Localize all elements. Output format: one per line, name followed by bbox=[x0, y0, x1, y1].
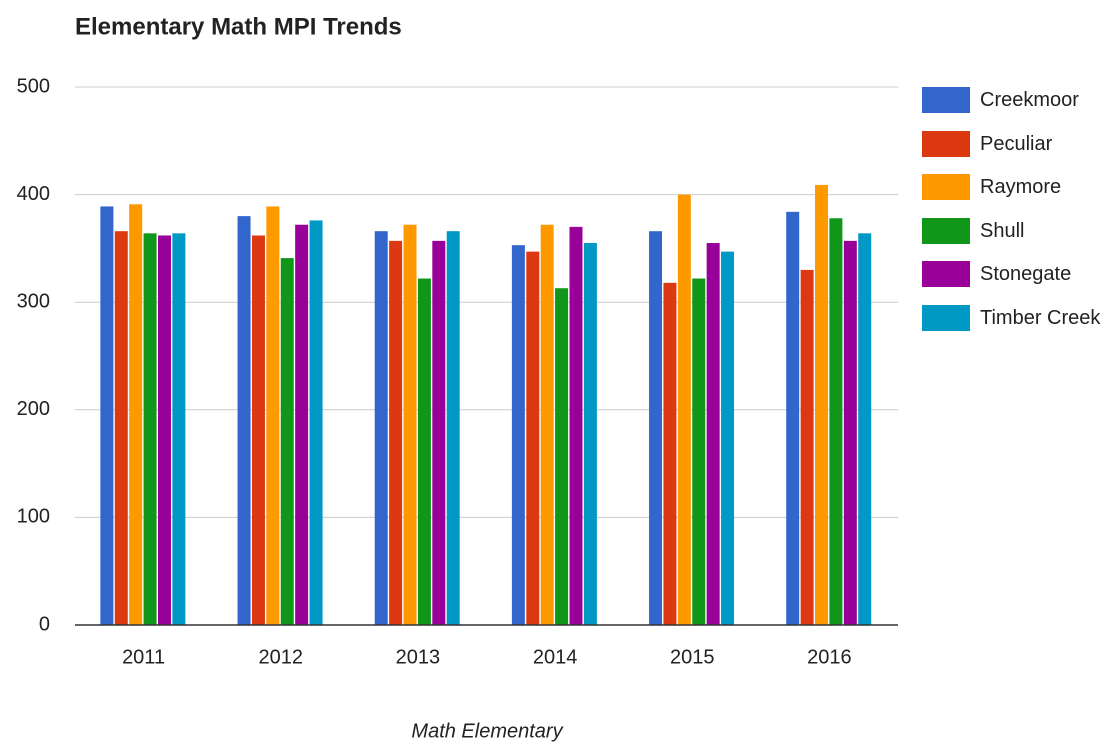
bar bbox=[692, 278, 706, 625]
x-tick-label: 2013 bbox=[396, 646, 441, 668]
legend-swatch bbox=[922, 304, 970, 331]
legend-label: Shull bbox=[980, 219, 1025, 242]
legend-label: Timber Creek bbox=[980, 306, 1101, 329]
y-tick-label: 400 bbox=[17, 183, 50, 205]
bar bbox=[100, 206, 114, 625]
chart-title: Elementary Math MPI Trends bbox=[75, 13, 402, 40]
x-tick-label: 2012 bbox=[259, 646, 304, 668]
bar bbox=[266, 206, 280, 625]
bar bbox=[403, 224, 417, 625]
legend-label: Creekmoor bbox=[980, 89, 1079, 111]
bar bbox=[280, 258, 294, 625]
legend-label: Raymore bbox=[980, 176, 1062, 198]
legend-item: Shull bbox=[922, 217, 1105, 247]
x-tick-label: 2014 bbox=[533, 646, 578, 668]
bar bbox=[114, 231, 128, 625]
legend-item: Peculiar bbox=[922, 130, 1105, 160]
legend-swatch bbox=[922, 87, 970, 113]
y-tick-label: 0 bbox=[39, 613, 50, 635]
legend-swatch bbox=[922, 130, 970, 157]
bar bbox=[677, 194, 691, 625]
bar bbox=[143, 233, 157, 625]
bar bbox=[309, 220, 323, 625]
bar bbox=[569, 226, 583, 625]
bar bbox=[389, 240, 403, 626]
legend-item: Timber Creek bbox=[922, 304, 1105, 334]
legend-label: Stonegate bbox=[980, 263, 1072, 285]
bar bbox=[540, 224, 554, 625]
legend-swatch bbox=[922, 217, 970, 244]
y-tick-label: 300 bbox=[17, 290, 50, 312]
bar bbox=[721, 251, 735, 626]
x-tick-label: 2011 bbox=[122, 646, 165, 668]
bar bbox=[800, 269, 814, 625]
bar bbox=[511, 245, 525, 625]
legend-item: Creekmoor bbox=[922, 87, 1105, 116]
y-tick-label: 500 bbox=[17, 75, 50, 97]
bar bbox=[129, 204, 143, 625]
x-tick-label: 2016 bbox=[807, 646, 852, 668]
bar bbox=[251, 235, 265, 625]
bar bbox=[843, 240, 857, 626]
legend-label: Peculiar bbox=[980, 132, 1053, 155]
bar bbox=[583, 243, 597, 625]
bar bbox=[815, 184, 829, 625]
x-axis-label: Math Elementary bbox=[411, 720, 563, 742]
bar bbox=[786, 211, 800, 626]
y-tick-label: 100 bbox=[17, 506, 50, 528]
bar bbox=[237, 216, 251, 625]
bar bbox=[555, 288, 569, 625]
bar bbox=[157, 235, 171, 625]
bar bbox=[663, 282, 677, 625]
legend-swatch bbox=[922, 261, 970, 287]
y-tick-label: 200 bbox=[17, 398, 50, 420]
bar bbox=[374, 231, 388, 625]
bar bbox=[172, 233, 186, 625]
bar bbox=[649, 231, 663, 625]
bar bbox=[417, 278, 431, 625]
bar bbox=[526, 251, 540, 626]
legend-swatch bbox=[922, 174, 970, 200]
bar bbox=[829, 218, 843, 625]
bar bbox=[858, 233, 872, 625]
legend-item: Stonegate bbox=[922, 261, 1105, 290]
bar bbox=[446, 231, 460, 625]
x-tick-label: 2015 bbox=[670, 646, 715, 668]
bar bbox=[295, 224, 309, 625]
bar bbox=[432, 240, 446, 626]
legend-item: Raymore bbox=[922, 174, 1105, 203]
bar bbox=[706, 243, 720, 625]
